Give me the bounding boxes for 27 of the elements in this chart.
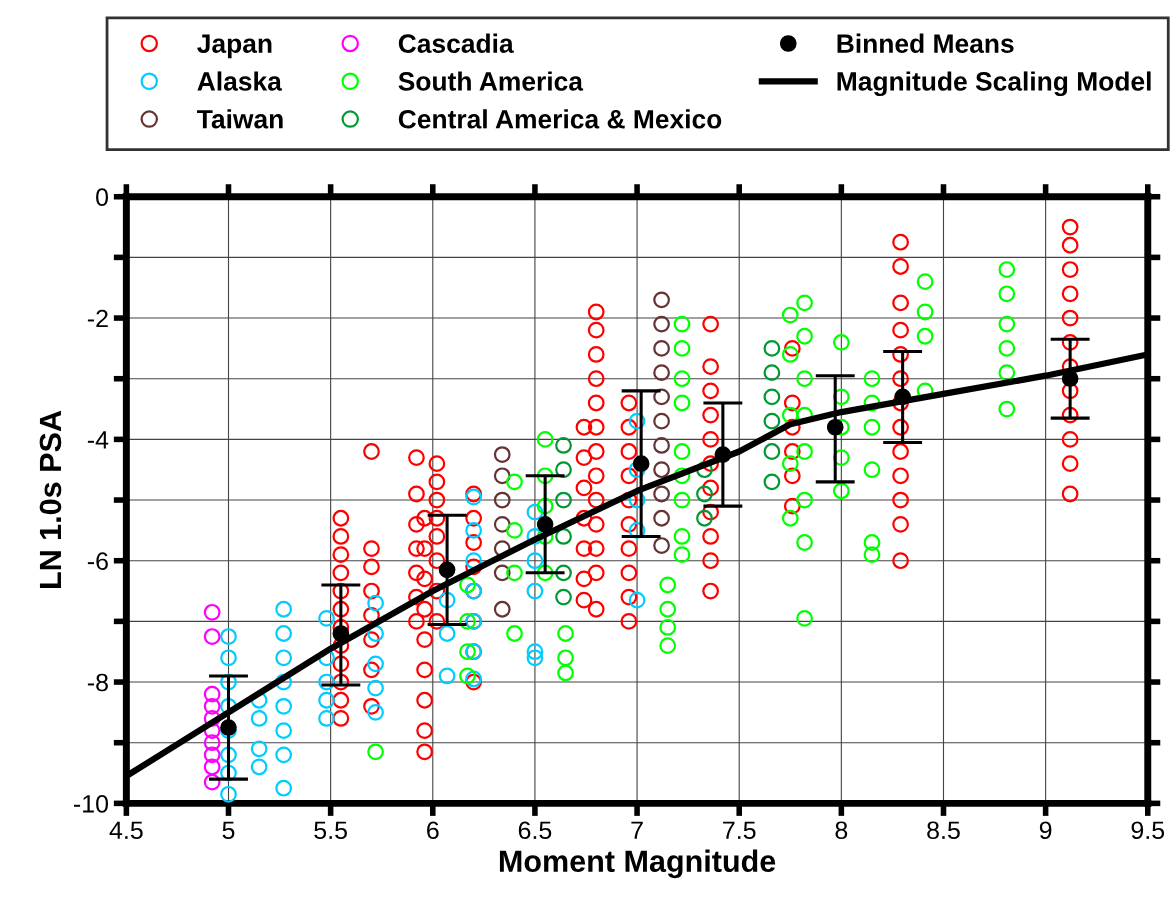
x-axis-title: Moment Magnitude — [499, 849, 776, 879]
legend-label: Cascadia — [398, 33, 514, 53]
x-tick-label: 8 — [835, 821, 848, 840]
x-tick-label: 7 — [631, 821, 643, 839]
legend-label: South America — [398, 71, 584, 91]
legend-label: Alaska — [197, 71, 283, 91]
x-tick-label: 6 — [427, 821, 439, 840]
y-axis-title: LN 1.0s PSA — [39, 410, 62, 588]
legend-label: Japan — [197, 34, 272, 59]
y-tick-label: -4 — [87, 431, 109, 449]
legend-label: Binned Means — [837, 33, 1014, 53]
y-tick-label: 0 — [96, 188, 109, 207]
legend-label: Taiwan — [197, 109, 283, 129]
x-tick-label: 8.5 — [927, 821, 960, 840]
x-tick-label: 9 — [1039, 821, 1052, 840]
x-tick-label: 5.5 — [314, 821, 347, 840]
y-tick-label: -6 — [87, 552, 108, 571]
y-tick-label: -2 — [87, 309, 108, 328]
y-tick-label: -10 — [73, 794, 109, 813]
x-tick-label: 6.5 — [518, 821, 552, 840]
legend-label: Magnitude Scaling Model — [837, 71, 1151, 97]
legend-label: Central America & Mexico — [398, 109, 722, 129]
y-tick-label: -8 — [87, 673, 108, 692]
x-tick-label: 7.5 — [723, 821, 756, 840]
x-tick-label: 5 — [222, 821, 235, 840]
x-tick-label: 4.5 — [109, 821, 143, 840]
x-tick-label: 9.5 — [1131, 821, 1165, 840]
